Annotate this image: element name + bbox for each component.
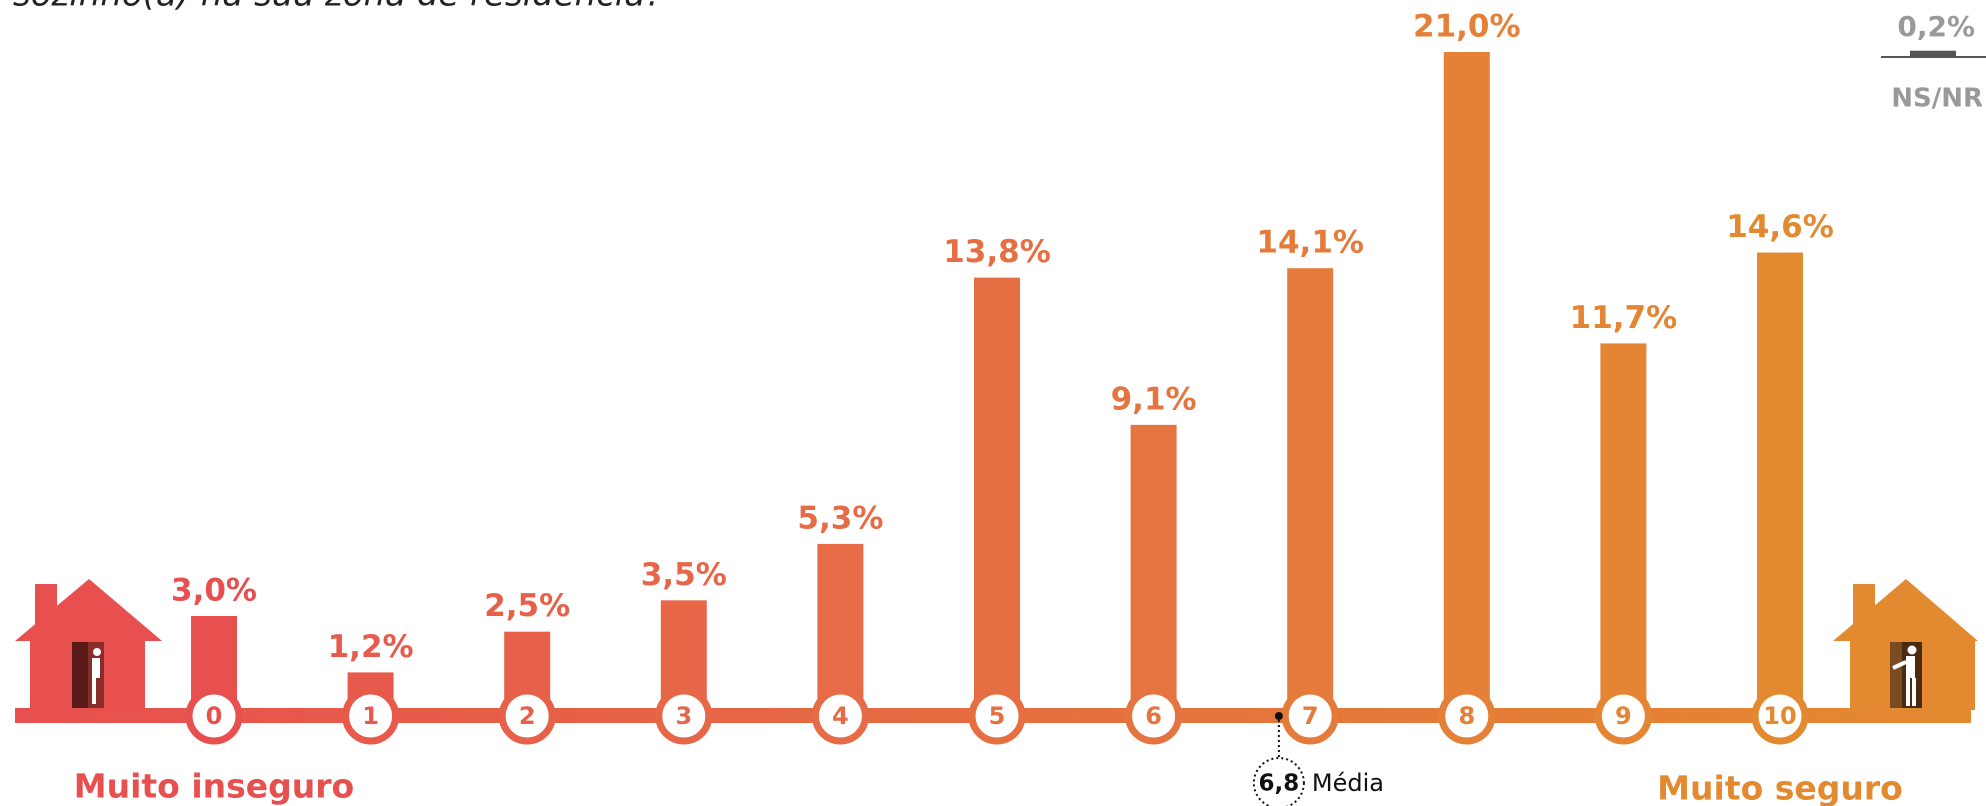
x-tick-label: 5 xyxy=(989,702,1006,730)
scale-marker xyxy=(185,687,243,745)
scale-marker xyxy=(498,687,556,745)
x-tick-label: 1 xyxy=(362,702,379,730)
house-right xyxy=(1833,579,1978,710)
scale-marker xyxy=(1281,687,1339,745)
x-tick-label: 4 xyxy=(832,702,849,730)
left-label: Muito inseguro xyxy=(74,767,354,806)
no-answer-bar xyxy=(1910,50,1956,57)
scale-marker xyxy=(1751,687,1809,745)
bar xyxy=(817,543,864,710)
scale-marker xyxy=(968,687,1026,745)
no-answer-name: NS/NR xyxy=(1891,84,1983,114)
chart-title: sozinho(a) na sua zona de residência? xyxy=(13,0,663,15)
scale-marker xyxy=(1438,687,1496,745)
scale-marker xyxy=(342,687,400,745)
x-tick-label: 2 xyxy=(519,702,536,730)
bar xyxy=(1757,252,1803,711)
scale-marker xyxy=(1594,687,1652,745)
bar xyxy=(1600,343,1647,710)
value-label: 2,5% xyxy=(484,588,570,624)
scale-marker xyxy=(1125,687,1183,745)
value-label: 13,8% xyxy=(943,234,1051,270)
value-label: 14,1% xyxy=(1256,225,1364,261)
value-label: 11,7% xyxy=(1570,300,1678,336)
value-label: 1,2% xyxy=(328,629,414,665)
scale-marker xyxy=(811,687,869,745)
mean-circle xyxy=(1252,757,1305,806)
bar xyxy=(1130,424,1177,710)
x-tick-label: 0 xyxy=(206,702,223,730)
mean-name: Média xyxy=(1312,769,1384,797)
mean-dot xyxy=(1274,712,1283,720)
x-tick-label: 7 xyxy=(1302,702,1319,730)
bar xyxy=(974,277,1020,710)
value-label: 3,5% xyxy=(641,557,727,593)
value-label: 5,3% xyxy=(797,500,883,536)
right-label: Muito seguro xyxy=(1657,769,1903,806)
x-tick-label: 3 xyxy=(675,702,692,730)
x-tick-label: 9 xyxy=(1615,702,1632,730)
value-label: 14,6% xyxy=(1726,209,1834,245)
no-answer-value: 0,2% xyxy=(1897,10,1975,43)
bar xyxy=(1443,52,1490,710)
house-left xyxy=(15,579,162,710)
value-label: 3,0% xyxy=(171,573,257,609)
value-label: 9,1% xyxy=(1111,381,1197,417)
x-tick-label: 6 xyxy=(1145,702,1162,730)
x-tick-label: 8 xyxy=(1458,702,1475,730)
mean-value: 6,8 xyxy=(1259,771,1300,797)
value-label: 21,0% xyxy=(1413,9,1521,45)
bar xyxy=(1287,268,1334,710)
x-tick-label: 10 xyxy=(1763,702,1796,730)
scale-marker xyxy=(655,687,713,745)
